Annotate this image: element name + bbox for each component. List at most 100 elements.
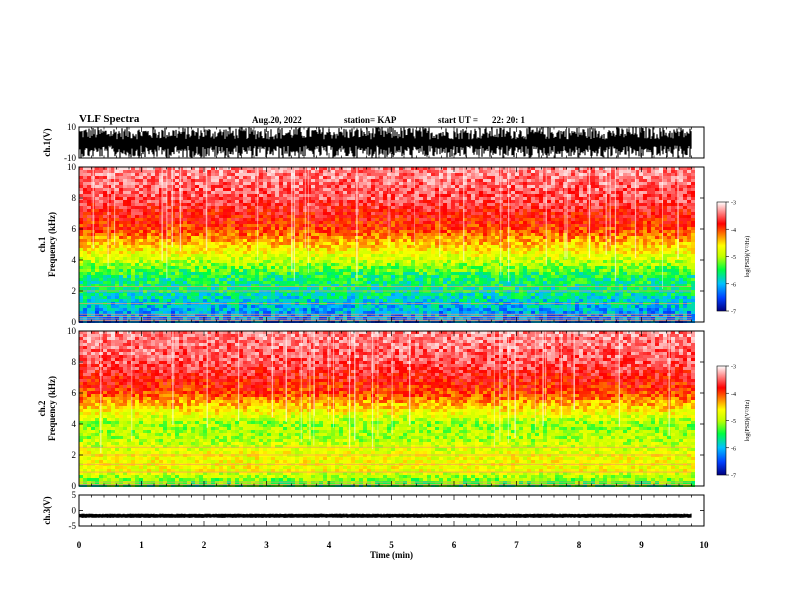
ch1-spectrogram-cell: [115, 215, 119, 218]
ch1-spectrogram-cell: [531, 224, 535, 227]
ch1-spectrogram-cell: [555, 218, 559, 221]
ch1-spectrogram-cell: [231, 179, 235, 182]
ch1-spectrogram-cell: [687, 209, 691, 212]
ch1-spectrogram-cell: [199, 212, 203, 215]
ch1-spectrogram-cell: [367, 179, 371, 182]
ch1-spectrogram-cell: [559, 224, 563, 227]
ch1-spectrogram-cell: [147, 194, 151, 197]
ch1-spectrogram-cell: [215, 176, 219, 179]
ch1-spectrogram-cell: [575, 179, 579, 182]
ch1-spectrogram-cell: [331, 206, 335, 209]
ch1-spectrogram-cell: [407, 218, 411, 221]
ch1-spectrogram-cell: [199, 179, 203, 182]
ch1-spectrogram-cell: [319, 221, 323, 224]
ch1-spectrogram-cell: [391, 185, 395, 188]
ch1-spectrogram-cell: [335, 224, 339, 227]
ch1-spectrogram-cell: [523, 179, 527, 182]
ch1-spectrogram-cell: [515, 185, 519, 188]
ch1-spectrogram-cell: [155, 212, 159, 215]
ch1-spectrogram-cell: [223, 197, 227, 200]
ch1-spectrogram-cell: [383, 206, 387, 209]
ch1-spectrogram-cell: [339, 176, 343, 179]
ch1-spectrogram-cell: [351, 176, 355, 179]
ch1-spectrogram-cell: [327, 200, 331, 203]
ch1-spectrogram-cell: [579, 224, 583, 227]
ch1-spectrogram-cell: [479, 176, 483, 179]
ch1-spectrogram-cell: [539, 173, 543, 176]
ch1-spectrogram-cell: [295, 215, 299, 218]
ch1-spectrogram-cell: [671, 173, 675, 176]
ch1-spectrogram-cell: [391, 179, 395, 182]
ch1-spectrogram-cell: [287, 191, 291, 194]
ch1-spectrogram-cell: [263, 191, 267, 194]
ch1-spectrogram-cell: [595, 185, 599, 188]
ch1-spectrogram-cell: [535, 209, 539, 212]
ch1-spectrogram-cell: [683, 221, 687, 224]
ch1-spectrogram-cell: [231, 227, 235, 230]
ch1-spectrogram-cell: [579, 179, 583, 182]
ch1-spectrogram-cell: [103, 170, 107, 173]
ch1-spectrogram-cell: [135, 209, 139, 212]
ch1-spectrogram-cell: [399, 215, 403, 218]
ch1-spectrogram-cell: [123, 170, 127, 173]
ch1-spectrogram-cell: [547, 212, 551, 215]
ch1-spectrogram-cell: [95, 218, 99, 221]
ch1-spectrogram-cell: [339, 215, 343, 218]
ch1-spectrogram-cell: [495, 197, 499, 200]
ch1-spectrogram-cell: [491, 182, 495, 185]
ch1-spectrogram-cell: [687, 197, 691, 200]
ch1-spectrogram-cell: [379, 200, 383, 203]
ch1-spectrogram-cell: [487, 224, 491, 227]
ch1-spectrogram-cell: [375, 218, 379, 221]
ch1-spectrogram-cell: [103, 173, 107, 176]
ch1-spectrogram-cell: [263, 179, 267, 182]
ch1-spectrogram-cell: [383, 197, 387, 200]
ch1-spectrogram-cell: [683, 212, 687, 215]
ch1-spectrogram-cell: [119, 203, 123, 206]
ch1-spectrogram-cell: [559, 197, 563, 200]
ch1-spectrogram-cell: [491, 176, 495, 179]
ch1-spectrogram-cell: [307, 188, 311, 191]
ch1-spectrogram-cell: [579, 209, 583, 212]
ch1-spectrogram-cell: [211, 173, 215, 176]
ch1-spectrogram-cell: [435, 194, 439, 197]
ch1-spectrogram-cell: [527, 170, 531, 173]
ch1-spectrogram-cell: [135, 170, 139, 173]
ch1-spectrogram-cell: [407, 185, 411, 188]
ch1-spectrogram-cell: [331, 200, 335, 203]
ch1-spectrogram-cell: [399, 185, 403, 188]
ch1-spectrogram-cell: [343, 176, 347, 179]
ch1-spectrogram-cell: [443, 194, 447, 197]
ch1-spectrogram-cell: [583, 197, 587, 200]
ch1-spectrogram-cell: [431, 209, 435, 212]
ch1-spectrogram-cell: [575, 221, 579, 224]
ch1-spectrogram-cell: [295, 209, 299, 212]
ch1-spectrogram-cell: [155, 173, 159, 176]
ch1-spectrogram-cell: [623, 215, 627, 218]
ch1-spectrogram-cell: [595, 203, 599, 206]
ch1-spectrogram-cell: [119, 212, 123, 215]
ch1-spectrogram-cell: [279, 197, 283, 200]
ch1-spectrogram-cell: [323, 218, 327, 221]
ch1-spectrogram-cell: [103, 197, 107, 200]
ch1-spectrogram-cell: [631, 200, 635, 203]
ch1-spectrogram-cell: [335, 176, 339, 179]
ch1-spectrogram-cell: [419, 197, 423, 200]
ch1-spectrogram-cell: [319, 194, 323, 197]
ch1-spectrogram-cell: [631, 191, 635, 194]
ch1-spectrogram-cell: [691, 209, 695, 212]
ch1-spectrogram-cell: [551, 191, 555, 194]
ch1-spectrogram-cell: [407, 212, 411, 215]
ch1-spectrogram-cell: [539, 206, 543, 209]
ch1-spectrogram-cell: [311, 221, 315, 224]
ch1-spectrogram-cell: [367, 200, 371, 203]
ch1-spectrogram-cell: [351, 185, 355, 188]
ch1-spectrogram-cell: [627, 173, 631, 176]
ch1-spectrogram-cell: [391, 218, 395, 221]
ch1-spectrogram-cell: [539, 188, 543, 191]
ch1-spectrogram-cell: [359, 221, 363, 224]
ch1-spectrogram-cell: [559, 203, 563, 206]
ch1-spectrogram-cell: [327, 185, 331, 188]
ch1-spectrogram-cell: [547, 176, 551, 179]
ch1-spectrogram-cell: [595, 188, 599, 191]
